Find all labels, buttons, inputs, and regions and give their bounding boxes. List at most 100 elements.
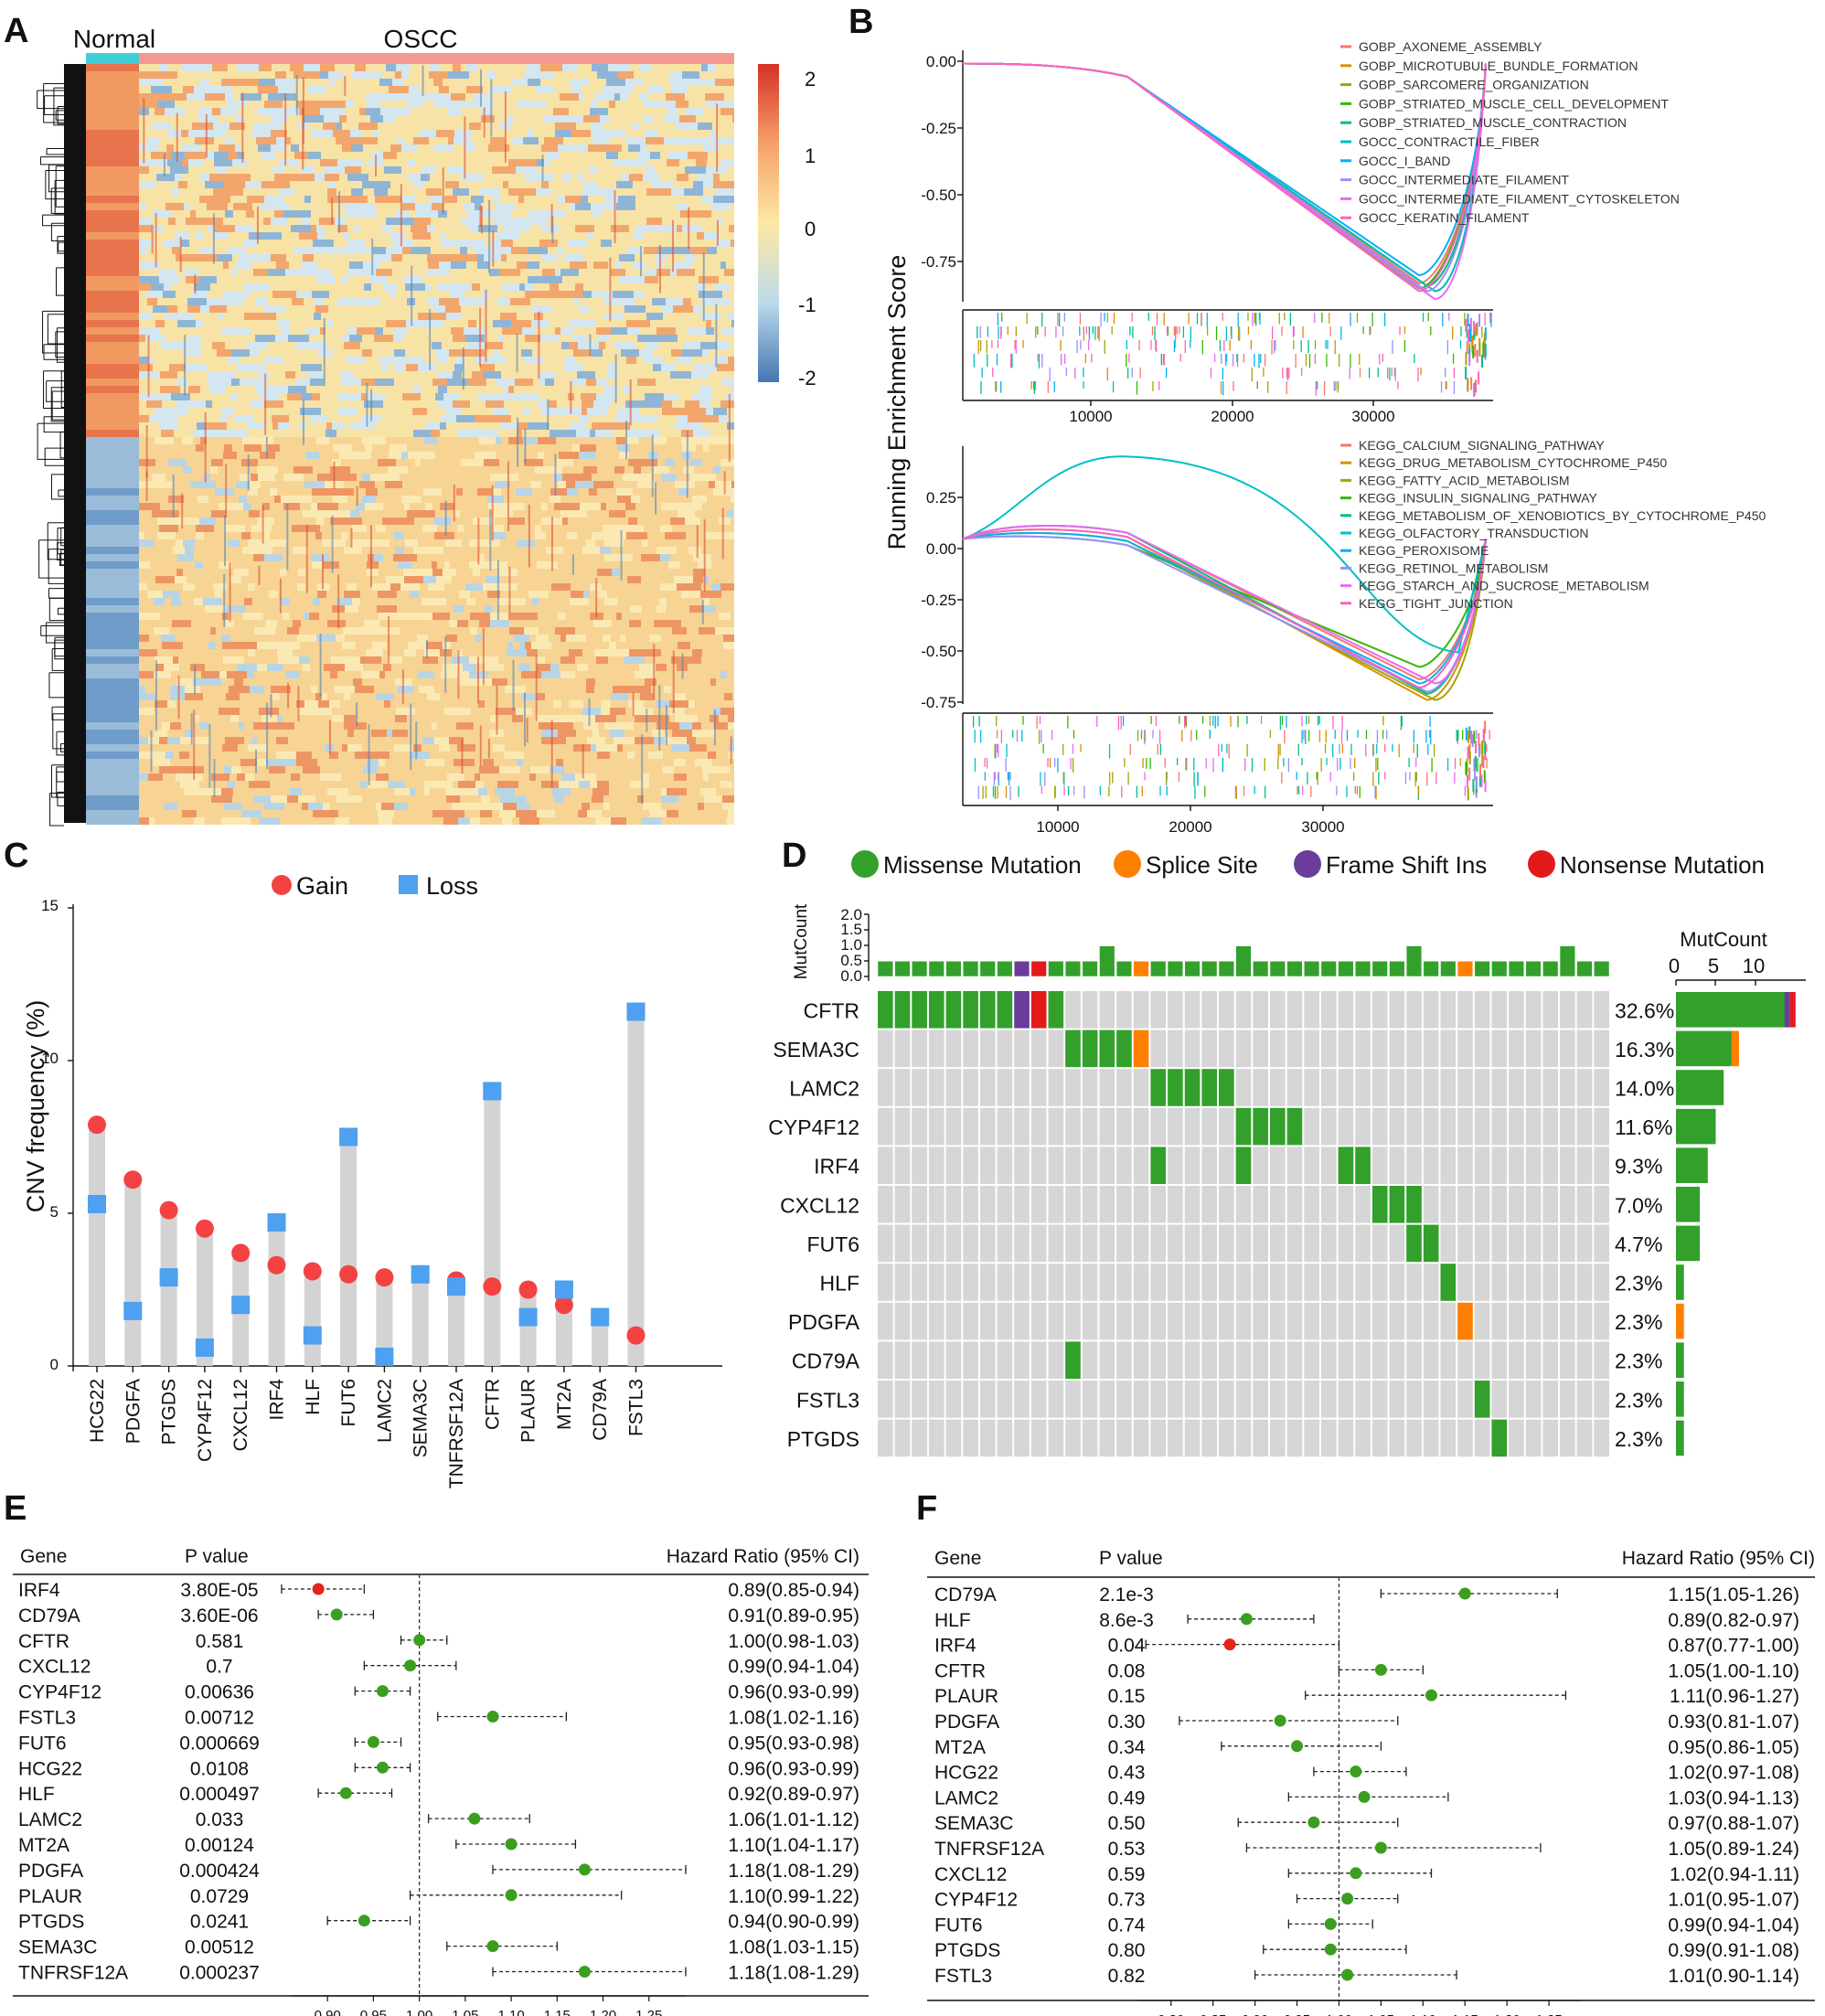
heatmap-oscc-cell bbox=[685, 166, 706, 174]
heatmap-oscc-cell bbox=[261, 481, 276, 488]
heatmap-oscc-cell bbox=[591, 744, 596, 752]
heatmap-oscc-cell bbox=[228, 64, 237, 71]
heatmap-oscc-cell bbox=[706, 86, 726, 93]
heatmap-oscc-cell bbox=[505, 137, 512, 144]
heatmap-oscc-cell bbox=[171, 225, 188, 232]
heatmap-oscc-cell bbox=[360, 656, 381, 664]
heatmap-oscc-cell bbox=[209, 305, 227, 313]
heatmap-oscc-cell bbox=[583, 722, 598, 730]
heatmap-oscc-cell bbox=[661, 817, 677, 825]
heatmap-streak bbox=[422, 65, 424, 96]
heatmap-oscc-cell bbox=[667, 598, 683, 605]
heatmap-oscc-cell bbox=[550, 393, 568, 400]
heatmap-oscc-cell bbox=[248, 408, 261, 415]
heatmap-normal-row bbox=[86, 554, 139, 561]
heatmap-normal-row bbox=[86, 664, 139, 671]
heatmap-oscc-cell bbox=[356, 79, 363, 86]
heatmap-oscc-cell bbox=[698, 123, 712, 130]
heatmap-oscc-cell bbox=[512, 79, 528, 86]
heatmap-oscc-cell bbox=[591, 101, 597, 108]
dendrogram-branch bbox=[48, 588, 64, 599]
heatmap-oscc-cell bbox=[158, 678, 176, 686]
heatmap-oscc-cell bbox=[655, 123, 675, 130]
heatmap-oscc-cell bbox=[713, 700, 728, 708]
heatmap-oscc-cell bbox=[644, 700, 656, 708]
heatmap-oscc-cell bbox=[356, 642, 372, 649]
heatmap-oscc-cell bbox=[327, 415, 334, 422]
heatmap-oscc-cell bbox=[268, 269, 285, 276]
heatmap-oscc-cell bbox=[503, 386, 508, 393]
heatmap-oscc-cell bbox=[252, 130, 271, 137]
heatmap-oscc-cell bbox=[202, 335, 212, 342]
heatmap-oscc-cell bbox=[641, 466, 654, 474]
heatmap-oscc-cell bbox=[682, 196, 701, 203]
heatmap-oscc-cell bbox=[584, 152, 601, 159]
heatmap-oscc-cell bbox=[620, 569, 639, 576]
heatmap-streak bbox=[588, 698, 591, 727]
heatmap-oscc-cell bbox=[317, 759, 335, 766]
heatmap-oscc-cell bbox=[380, 298, 388, 305]
heatmap-oscc-cell bbox=[351, 554, 368, 561]
heatmap-oscc-cell bbox=[582, 664, 588, 671]
heatmap-oscc-cell bbox=[402, 247, 411, 254]
heatmap-oscc-cell bbox=[239, 79, 259, 86]
heatmap-oscc-cell bbox=[673, 181, 693, 188]
heatmap-streak bbox=[151, 224, 154, 254]
heatmap-oscc-cell bbox=[527, 261, 539, 269]
heatmap-oscc-cell bbox=[581, 393, 596, 400]
heatmap-oscc-cell bbox=[557, 254, 564, 261]
heatmap-oscc-cell bbox=[472, 496, 477, 503]
heatmap-oscc-cell bbox=[630, 152, 638, 159]
heatmap-oscc-cell bbox=[456, 569, 463, 576]
heatmap-oscc-cell bbox=[541, 203, 551, 210]
heatmap-oscc-cell bbox=[616, 298, 635, 305]
heatmap-oscc-cell bbox=[288, 510, 294, 517]
heatmap-oscc-cell bbox=[649, 810, 660, 817]
heatmap-oscc-cell bbox=[173, 547, 185, 554]
heatmap-oscc-cell bbox=[444, 561, 450, 569]
heatmap-oscc-cell bbox=[139, 598, 154, 605]
heatmap-oscc-cell bbox=[650, 613, 662, 620]
heatmap-oscc-cell bbox=[415, 210, 432, 218]
heatmap-oscc-cell bbox=[493, 627, 509, 635]
heatmap-oscc-cell bbox=[313, 598, 320, 605]
heatmap-oscc-cell bbox=[539, 371, 556, 379]
heatmap-oscc-cell bbox=[613, 430, 619, 437]
heatmap-oscc-cell bbox=[415, 203, 432, 210]
heatmap-oscc-cell bbox=[716, 298, 731, 305]
heatmap-oscc-cell bbox=[493, 320, 511, 327]
heatmap-oscc-cell bbox=[213, 188, 225, 196]
heatmap-oscc-cell bbox=[225, 93, 233, 101]
heatmap-oscc-cell bbox=[720, 159, 734, 166]
heatmap-oscc-cell bbox=[190, 393, 206, 400]
heatmap-oscc-cell bbox=[358, 123, 378, 130]
heatmap-oscc-cell bbox=[664, 393, 678, 400]
heatmap-oscc-cell bbox=[215, 642, 222, 649]
heatmap-oscc-cell bbox=[368, 174, 387, 181]
heatmap-oscc-cell bbox=[649, 386, 661, 393]
dendrogram-branch bbox=[42, 214, 64, 227]
heatmap-oscc-cell bbox=[716, 744, 729, 752]
heatmap-oscc-cell bbox=[581, 605, 597, 613]
heatmap-oscc-cell bbox=[702, 459, 720, 466]
heatmap-oscc-cell bbox=[719, 144, 734, 152]
heatmap-oscc-cell bbox=[705, 93, 724, 101]
heatmap-oscc-cell bbox=[261, 225, 269, 232]
heatmap-oscc-cell bbox=[532, 488, 550, 496]
heatmap-oscc-cell bbox=[645, 269, 656, 276]
heatmap-oscc-cell bbox=[179, 591, 198, 598]
heatmap-oscc-cell bbox=[678, 240, 695, 247]
heatmap-oscc-cell bbox=[249, 232, 269, 240]
heatmap-oscc-cell bbox=[211, 320, 219, 327]
heatmap-oscc-cell bbox=[431, 159, 445, 166]
heatmap-oscc-cell bbox=[565, 218, 573, 225]
heatmap-oscc-cell bbox=[386, 496, 401, 503]
heatmap-oscc-cell bbox=[381, 415, 402, 422]
heatmap-oscc-cell bbox=[139, 130, 146, 137]
heatmap-oscc-cell bbox=[139, 693, 156, 700]
heatmap-oscc-cell bbox=[472, 474, 490, 481]
heatmap-oscc-cell bbox=[634, 86, 648, 93]
heatmap-oscc-cell bbox=[194, 554, 203, 561]
heatmap-oscc-cell bbox=[400, 759, 419, 766]
heatmap-oscc-cell bbox=[661, 649, 667, 656]
